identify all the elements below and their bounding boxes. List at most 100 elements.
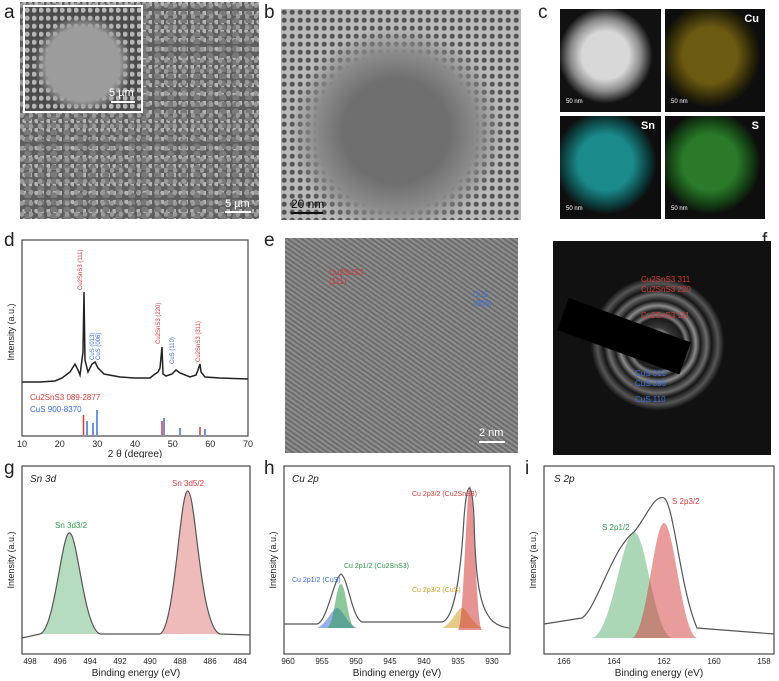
xps-cu2p-chart: Cu 2p Cu 2p1/2 (CuS) Cu 2p1/2 (Cu2SnS3) … bbox=[268, 465, 511, 679]
xtick: 160 bbox=[707, 657, 721, 666]
legend-cts: Cu2SnS3 089-2877 bbox=[30, 393, 101, 402]
panel-label-b: b bbox=[264, 2, 275, 23]
plot-frame bbox=[543, 465, 775, 655]
saed-ring-label: CuS 006 bbox=[635, 379, 667, 388]
saed-image: Cu2SnS3 311 Cu2SnS3 220 Cu2SnS3 111 CuS … bbox=[553, 241, 771, 455]
xlabel: Binding energy (eV) bbox=[615, 668, 703, 679]
xrd-ylabel: Intensity (a.u.) bbox=[6, 303, 16, 360]
peak-label: CuS (110) bbox=[170, 337, 176, 364]
xtick: 164 bbox=[607, 657, 621, 666]
xticks: 166 164 162 160 158 bbox=[557, 657, 771, 666]
tem-scale-text: 20 nm bbox=[291, 197, 325, 211]
sem-inset-image: 5 µm bbox=[23, 5, 143, 113]
map-label-s: S bbox=[751, 120, 759, 132]
peak-fill-cts-12 bbox=[327, 584, 355, 628]
saed-ring-label: CuS 110 bbox=[635, 395, 666, 404]
xlabel: Binding energy (eV) bbox=[92, 668, 180, 679]
map-scale-text: 50 nm bbox=[671, 206, 688, 212]
xtick: 158 bbox=[757, 657, 771, 666]
xrd-frame bbox=[21, 239, 249, 437]
xtick: 162 bbox=[657, 657, 671, 666]
ylabel: Intensity (a.u.) bbox=[268, 531, 278, 588]
ylabel: Intensity (a.u.) bbox=[528, 531, 538, 588]
peak-label: Cu 2p1/2 (CuS) bbox=[292, 577, 341, 584]
xtick: 930 bbox=[485, 657, 499, 666]
hrtem-annotation-cts: Cu2SnS3 (111) bbox=[329, 268, 363, 286]
ref-lines bbox=[82, 410, 206, 435]
peak-label: Cu2SnS3 (220) bbox=[156, 303, 162, 344]
ylabel: Intensity (a.u.) bbox=[6, 531, 16, 588]
xtick: 486 bbox=[203, 657, 217, 666]
panel-label-d: d bbox=[4, 230, 15, 251]
xrd-xlabel: 2 θ (degree) bbox=[108, 449, 162, 458]
ann-cts-name: Cu2SnS3 bbox=[329, 268, 364, 277]
fit-envelope bbox=[284, 487, 511, 629]
xtick: 496 bbox=[53, 657, 67, 666]
map-scale-text: 50 nm bbox=[671, 99, 688, 105]
xps-sn3d-chart: Sn 3d Sn 3d3/2 Sn 3d5/2 498 496 494 492 … bbox=[6, 465, 251, 679]
map-scale-text: 50 nm bbox=[566, 99, 583, 105]
xrd-xticks: 10 20 30 40 50 60 70 bbox=[17, 439, 253, 449]
xtick: 945 bbox=[383, 657, 397, 666]
xtick: 492 bbox=[113, 657, 127, 666]
peak-label: Sn 3d3/2 bbox=[55, 521, 88, 530]
xtick: 30 bbox=[92, 439, 102, 449]
xtick: 940 bbox=[417, 657, 431, 666]
peak-fill-sn3d32 bbox=[40, 532, 100, 634]
xtick: 20 bbox=[55, 439, 65, 449]
xtick: 498 bbox=[23, 657, 37, 666]
tem-scale-bar bbox=[291, 212, 323, 214]
peak-label: Cu 2p1/2 (Cu2SnS3) bbox=[344, 563, 409, 570]
panel-label-e: e bbox=[264, 230, 275, 251]
peak-fill-cts-32 bbox=[458, 486, 482, 630]
peak-label: S 2p3/2 bbox=[672, 497, 700, 506]
xtick: 488 bbox=[173, 657, 187, 666]
eds-map-sn: Sn 50 nm bbox=[560, 116, 661, 219]
panel-label-f: f bbox=[762, 230, 767, 252]
xtick: 166 bbox=[557, 657, 571, 666]
xtick: 10 bbox=[17, 439, 27, 449]
saed-ring-label: Cu2SnS3 220 bbox=[641, 285, 691, 294]
fit-envelope bbox=[543, 497, 775, 635]
eds-map-haadf: 50 nm bbox=[560, 9, 661, 112]
ann-cts-plane: (111) bbox=[329, 277, 347, 286]
hrtem-scale-bar bbox=[479, 441, 505, 443]
xtick: 484 bbox=[233, 657, 247, 666]
map-scale-text: 50 nm bbox=[566, 206, 583, 212]
xtick: 960 bbox=[281, 657, 295, 666]
inset-scale-bar bbox=[111, 101, 135, 103]
plot-title: Sn 3d bbox=[30, 474, 57, 485]
xtick: 950 bbox=[349, 657, 363, 666]
inset-scale-text: 5 µm bbox=[109, 87, 134, 99]
panel-label-g: g bbox=[4, 458, 15, 479]
ann-cus-plane: (006) bbox=[473, 299, 492, 308]
plot-title: S 2p bbox=[554, 474, 575, 485]
xticks: 498 496 494 492 490 488 486 484 bbox=[23, 657, 247, 666]
xlabel: Binding energy (eV) bbox=[353, 668, 441, 679]
plot-title: Cu 2p bbox=[292, 474, 319, 485]
hrtem-scale-text: 2 nm bbox=[479, 427, 504, 439]
eds-map-s: S 50 nm bbox=[665, 116, 765, 219]
xticks: 960 955 950 945 940 935 930 bbox=[281, 657, 499, 666]
panel-label-a: a bbox=[4, 2, 15, 23]
xtick: 70 bbox=[243, 439, 253, 449]
plot-frame bbox=[283, 465, 511, 655]
peak-label: Cu 2p3/2 (CuS) bbox=[412, 587, 461, 594]
sem-scale-bar bbox=[225, 211, 251, 213]
xtick: 955 bbox=[315, 657, 329, 666]
saed-ring-label: Cu2SnS3 111 bbox=[641, 311, 690, 320]
peak-label: Cu2SnS3 (311) bbox=[196, 321, 202, 362]
peak-label: Sn 3d5/2 bbox=[172, 479, 205, 488]
panel-label-c: c bbox=[538, 2, 548, 23]
panel-label-i: i bbox=[525, 458, 530, 479]
peak-label: CuS (006) bbox=[96, 333, 102, 360]
saed-ring-label: Cu2SnS3 311 bbox=[641, 275, 691, 284]
plot-frame bbox=[21, 465, 251, 655]
tem-image: 20 nm bbox=[281, 9, 521, 220]
sem-image: 5 µm 5 µm bbox=[20, 2, 259, 219]
peak-label: S 2p1/2 bbox=[602, 523, 630, 532]
xtick: 490 bbox=[143, 657, 157, 666]
xrd-chart: 10 20 30 40 50 60 70 2 θ (degree) Intens… bbox=[6, 239, 253, 458]
fit-envelope bbox=[21, 490, 251, 639]
eds-map-cu: Cu 50 nm bbox=[665, 9, 765, 112]
